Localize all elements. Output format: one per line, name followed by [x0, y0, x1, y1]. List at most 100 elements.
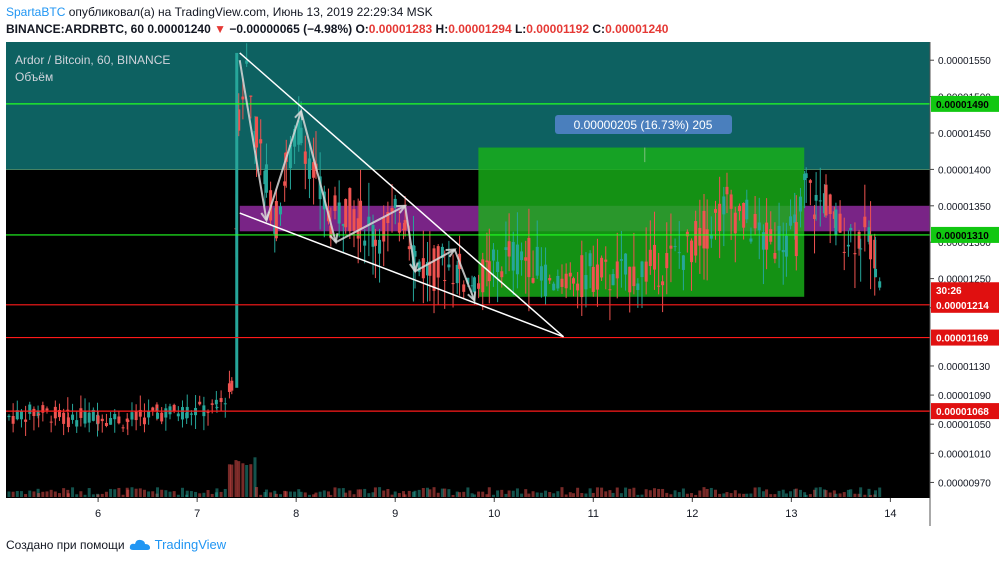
candle-body	[878, 281, 882, 288]
candle-body	[156, 412, 160, 419]
candle-body	[264, 164, 268, 193]
volume-bar	[307, 494, 311, 497]
volume-bar	[828, 492, 832, 497]
author-link[interactable]: SpartaBTC	[6, 5, 66, 19]
o-label: O:	[355, 22, 369, 36]
volume-bar	[838, 493, 842, 497]
candle-body	[652, 244, 656, 270]
candle-body	[709, 234, 713, 239]
volume-bar	[386, 488, 390, 497]
volume-bar	[53, 491, 57, 497]
volume-bar	[269, 492, 273, 497]
volume-bar	[447, 489, 451, 497]
zigzag-arrow	[414, 248, 456, 273]
volume-bar	[352, 494, 356, 497]
volume-bar	[263, 492, 267, 497]
candle-body	[447, 264, 451, 268]
volume-bar	[71, 487, 75, 497]
candle-body	[337, 202, 341, 224]
candle-body	[644, 261, 648, 282]
candle-body	[223, 403, 227, 405]
candle-body	[138, 409, 142, 417]
candle-body	[341, 224, 345, 226]
zigzag-arrow	[300, 110, 337, 243]
candle-body	[407, 246, 411, 250]
volume-bar	[632, 487, 636, 497]
candle-body	[53, 406, 57, 419]
volume-bar	[798, 489, 802, 497]
price-chart[interactable]: Ardor / Bitcoin, 60, BINANCE Объём 0.000…	[6, 42, 1002, 526]
price-badge: 0.00001310	[936, 231, 989, 242]
volume-bar	[477, 491, 481, 497]
x-tick-label: 11	[588, 508, 599, 520]
volume-bar	[863, 494, 867, 497]
measure-label: 0.00000205 (16.73%) 205	[574, 118, 713, 132]
candle-body	[702, 210, 706, 249]
candle-body	[608, 289, 612, 291]
candle-body	[71, 414, 75, 420]
candle-body	[104, 422, 108, 426]
volume-bar	[436, 492, 440, 497]
volume-bar	[189, 491, 193, 497]
candle-body	[857, 231, 861, 249]
candle-body	[142, 417, 146, 425]
candle-body	[57, 410, 61, 418]
volume-legend: Объём	[15, 70, 53, 84]
volume-bar	[725, 492, 729, 497]
candle-body	[66, 409, 70, 411]
volume-bar	[451, 494, 455, 497]
volume-bar	[818, 487, 822, 497]
candle-body	[253, 131, 257, 141]
candle-body	[168, 406, 172, 415]
candle-body	[402, 228, 406, 230]
x-tick-label: 13	[785, 508, 797, 520]
volume-bar	[552, 493, 556, 497]
tradingview-brand-link[interactable]: TradingView	[154, 537, 227, 552]
volume-bar	[729, 493, 733, 497]
volume-bar	[172, 491, 176, 497]
candle-body	[784, 235, 788, 257]
candle-body	[753, 213, 757, 229]
volume-bar	[219, 491, 223, 497]
candle-body	[45, 408, 49, 411]
volume-bar	[32, 491, 36, 497]
candle-body	[36, 410, 40, 417]
volume-bar	[648, 490, 652, 497]
zigzag-arrow	[238, 60, 268, 221]
candle-body	[511, 241, 515, 271]
volume-bar	[487, 487, 491, 497]
candle-body	[600, 257, 604, 278]
candle-body	[259, 139, 263, 144]
volume-bar	[403, 494, 407, 497]
candle-body	[552, 283, 556, 291]
volume-bar	[318, 491, 322, 497]
candle-body	[591, 266, 595, 292]
volume-bar	[109, 488, 113, 497]
candle-body	[648, 249, 652, 267]
volume-bar	[500, 489, 504, 497]
volume-bar	[284, 491, 288, 497]
candle-body	[615, 261, 619, 279]
candle-body	[556, 275, 560, 289]
c-value: 0.00001240	[605, 22, 669, 36]
candle-body	[685, 231, 689, 237]
volume-bar	[615, 487, 619, 497]
chart-area[interactable]: Ardor / Bitcoin, 60, BINANCE Объём 0.000…	[6, 42, 1002, 526]
volume-bar	[314, 492, 318, 497]
candle-body	[595, 264, 599, 290]
volume-bar	[147, 491, 151, 497]
y-tick-label: 0.00001090	[938, 391, 991, 402]
volume-bar	[322, 490, 326, 497]
y-tick-label: 0.00001450	[938, 129, 991, 140]
volume-bar	[665, 492, 669, 497]
candle-body	[151, 407, 155, 411]
volume-bar	[777, 490, 781, 497]
candle-body	[359, 200, 363, 229]
volume-bar	[496, 490, 500, 497]
candle-body	[425, 262, 429, 276]
volume-bar	[849, 489, 853, 497]
price-badge-bg	[931, 282, 999, 299]
volume-bar	[568, 492, 572, 497]
volume-bar	[363, 488, 367, 497]
candle-body	[7, 415, 11, 418]
